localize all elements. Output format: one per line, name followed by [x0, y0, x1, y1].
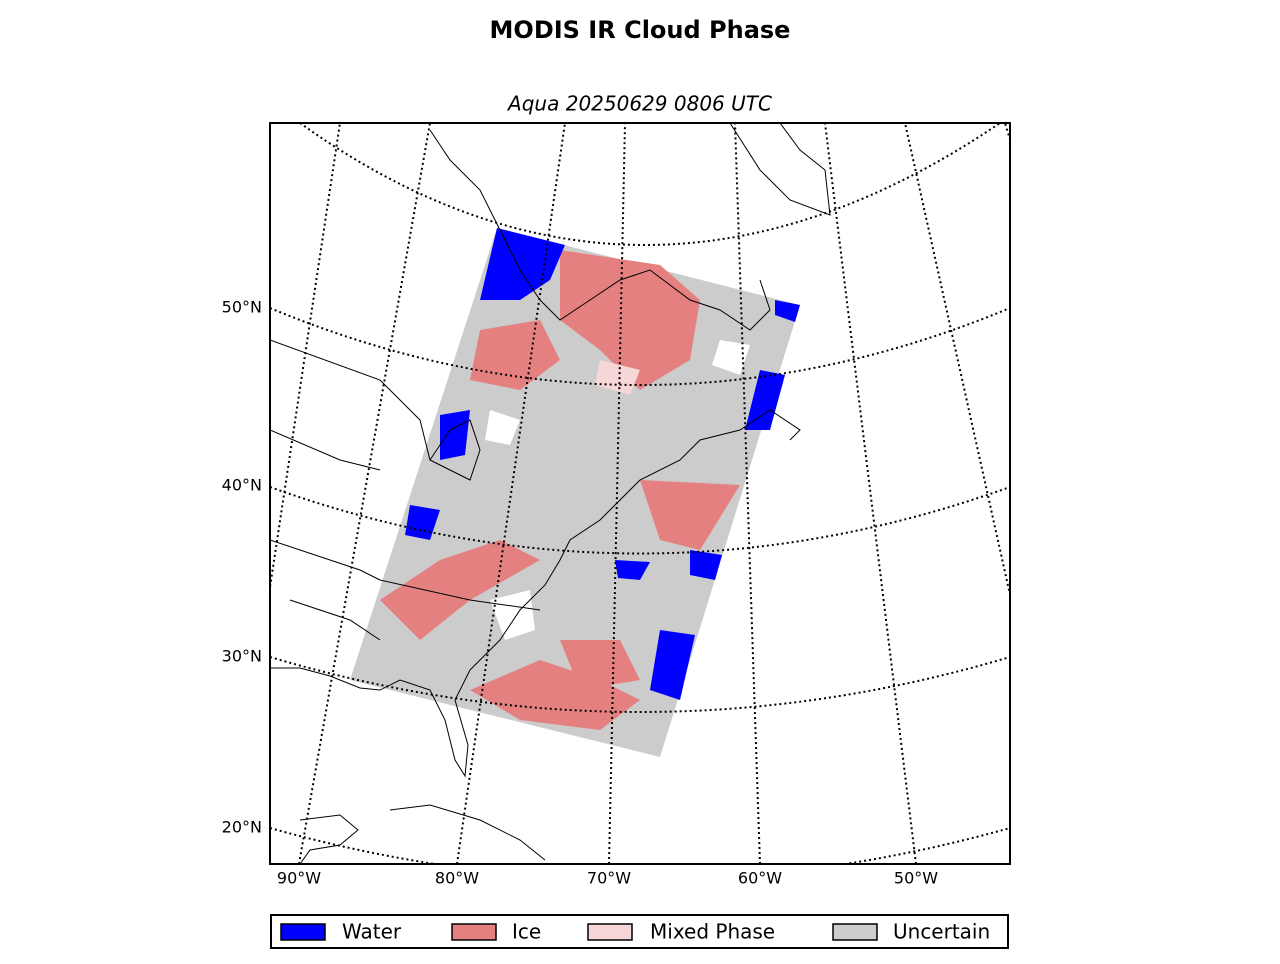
- meridian-line: [270, 123, 341, 595]
- swath-clear: [490, 590, 535, 640]
- latitude-line: [270, 486, 1010, 555]
- title: MODIS IR Cloud Phase: [490, 16, 791, 44]
- legend-swatch: [280, 923, 326, 941]
- legend-label: Uncertain: [893, 920, 990, 944]
- swath-water: [615, 560, 650, 580]
- legend-label: Ice: [512, 920, 541, 944]
- swath-ice: [640, 480, 740, 550]
- swath-water: [745, 370, 785, 430]
- lon-label: 70°W: [587, 869, 631, 888]
- legend-swatch: [587, 923, 633, 941]
- meridian-line: [734, 123, 761, 864]
- legend: Water Ice Mixed Phase Uncertain: [280, 920, 990, 944]
- latitude-line: [270, 656, 1010, 713]
- swath-ice: [470, 660, 640, 730]
- meridian-line: [1004, 123, 1010, 143]
- swath-mixed: [595, 360, 640, 395]
- swath-ice: [380, 540, 540, 640]
- swath-water: [690, 550, 722, 580]
- axis-labels: 50°N 40°N 30°N 20°N 90°W 80°W 70°W 60°W 50°W: [222, 298, 939, 888]
- swath-water: [650, 630, 695, 700]
- meridian-line: [298, 123, 431, 864]
- swath-ice: [470, 320, 560, 390]
- latitude-line: [270, 307, 1010, 386]
- swath-clear: [485, 410, 520, 445]
- legend-box: [270, 914, 1009, 949]
- latitude-line: [270, 827, 1010, 864]
- map-area: [270, 123, 1010, 864]
- lon-label: 90°W: [277, 869, 321, 888]
- lon-label: 50°W: [894, 869, 938, 888]
- swath-water: [405, 505, 440, 540]
- latitude-line: [299, 123, 1001, 246]
- cloud-swath: [350, 228, 800, 757]
- swath-water: [440, 410, 470, 460]
- legend-label: Mixed Phase: [650, 920, 775, 944]
- lat-label: 40°N: [222, 476, 262, 495]
- swath-ice: [560, 250, 700, 390]
- swath-water: [480, 228, 565, 300]
- map-frame: [269, 122, 1011, 865]
- lat-label: 30°N: [222, 647, 262, 666]
- graticule: [270, 123, 1010, 864]
- coastlines: [270, 123, 831, 864]
- swath-clear: [712, 340, 750, 375]
- swath-ice: [560, 640, 640, 690]
- legend-swatch: [832, 923, 878, 941]
- lon-label: 60°W: [738, 869, 782, 888]
- lat-label: 20°N: [222, 818, 262, 837]
- meridian-line: [608, 123, 626, 864]
- meridian-line: [904, 123, 1010, 600]
- swath-water: [775, 300, 800, 322]
- meridian-line: [824, 123, 917, 864]
- legend-label: Water: [342, 920, 402, 944]
- lon-label: 80°W: [435, 869, 479, 888]
- legend-swatch: [451, 923, 497, 941]
- lat-label: 50°N: [222, 298, 262, 317]
- subtitle: Aqua 20250629 0806 UTC: [506, 92, 772, 116]
